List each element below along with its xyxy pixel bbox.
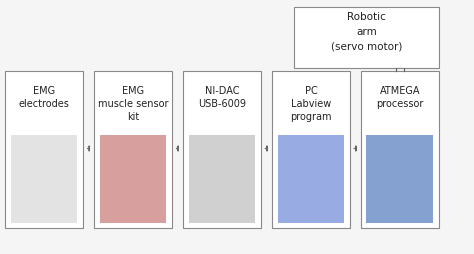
FancyBboxPatch shape xyxy=(361,71,439,228)
FancyBboxPatch shape xyxy=(366,135,433,223)
Text: NI-DAC
USB-6009: NI-DAC USB-6009 xyxy=(198,86,246,109)
FancyBboxPatch shape xyxy=(94,71,172,228)
FancyBboxPatch shape xyxy=(294,7,439,68)
FancyBboxPatch shape xyxy=(272,71,350,228)
Text: ATMEGA
processor: ATMEGA processor xyxy=(376,86,423,109)
FancyBboxPatch shape xyxy=(189,135,255,223)
Text: EMG
electrodes: EMG electrodes xyxy=(19,86,70,109)
FancyBboxPatch shape xyxy=(5,71,83,228)
FancyBboxPatch shape xyxy=(183,71,261,228)
FancyBboxPatch shape xyxy=(100,135,166,223)
FancyBboxPatch shape xyxy=(278,135,344,223)
Text: PC
Labview
program: PC Labview program xyxy=(290,86,332,122)
FancyBboxPatch shape xyxy=(11,135,77,223)
Text: EMG
muscle sensor
kit: EMG muscle sensor kit xyxy=(98,86,169,122)
Text: Robotic
arm
(servo motor): Robotic arm (servo motor) xyxy=(330,12,402,52)
